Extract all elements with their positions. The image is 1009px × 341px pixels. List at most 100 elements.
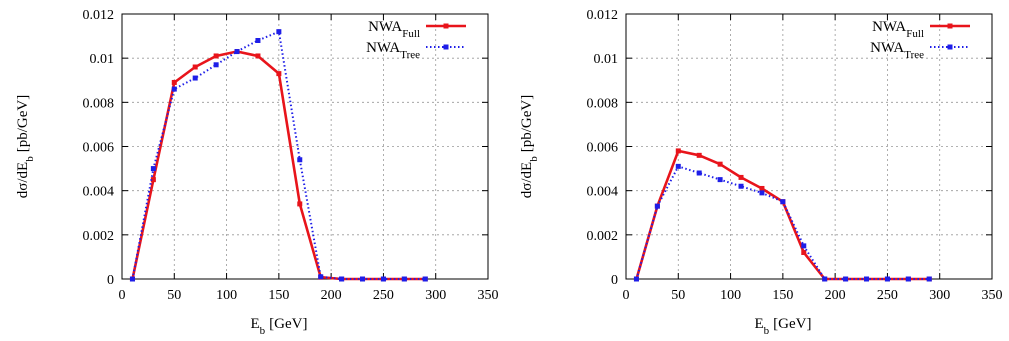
x-axis: 0 50 100 150 200 250 300 350	[623, 14, 1003, 303]
x-tick-label: 100	[216, 288, 237, 303]
x-tick-label: 300	[425, 288, 446, 303]
data-point	[192, 75, 198, 81]
data-point	[905, 276, 911, 282]
data-point	[297, 201, 303, 207]
x-tick-label: 250	[373, 288, 394, 303]
data-point	[213, 62, 219, 68]
y-tick-label: 0.004	[587, 185, 619, 200]
data-point	[801, 243, 807, 249]
x-axis-label: Eb [GeV]	[251, 316, 308, 337]
legend-label: NWAFull	[368, 19, 420, 40]
legend-marker	[947, 44, 953, 50]
y-tick-label: 0.008	[587, 96, 619, 111]
x-tick-label: 200	[321, 288, 342, 303]
x-tick-label: 150	[268, 288, 289, 303]
data-point	[276, 71, 282, 77]
x-tick-label: 50	[167, 288, 181, 303]
x-tick-label: 300	[929, 288, 950, 303]
data-point	[654, 203, 660, 209]
series-tree	[633, 163, 932, 282]
data-point	[255, 38, 261, 43]
grid	[626, 14, 992, 279]
data-point	[696, 170, 702, 176]
data-point	[801, 250, 807, 255]
y-tick-label: 0.002	[587, 229, 619, 244]
data-point	[675, 163, 681, 169]
x-tick-label: 200	[825, 288, 846, 303]
y-tick-label: 0.004	[83, 185, 115, 200]
y-tick-label: 0.006	[83, 141, 115, 156]
chart-left: 0 50 100 150 200 250 300 350 0 0.002 0.004 0.006 0.0…	[15, 8, 499, 337]
data-point	[150, 177, 156, 183]
series-tree	[129, 29, 428, 282]
data-point	[884, 276, 890, 282]
data-point	[822, 276, 828, 282]
y-tick-label: 0.012	[83, 8, 115, 23]
legend-label: NWATree	[870, 40, 924, 61]
x-tick-label: 350	[478, 288, 499, 303]
y-axis: 0 0.002 0.004 0.006 0.008 0.01 0.012	[83, 8, 488, 288]
data-point	[192, 64, 198, 70]
legend-marker	[443, 44, 449, 50]
data-point	[255, 53, 261, 59]
legend-marker	[947, 23, 953, 29]
legend-label: NWATree	[366, 40, 420, 61]
y-tick-label: 0.002	[83, 229, 115, 244]
y-axis-label: dσ/dEb[pb/GeV]	[15, 95, 36, 198]
y-tick-label: 0.01	[594, 52, 619, 67]
data-point	[717, 161, 723, 167]
grid	[122, 14, 488, 279]
y-tick-label: 0.008	[83, 96, 115, 111]
x-axis: 0 50 100 150 200 250 300 350	[119, 14, 499, 303]
data-point	[633, 276, 639, 282]
legend-label: NWAFull	[872, 19, 924, 40]
data-point	[171, 86, 177, 92]
data-point	[926, 276, 932, 282]
data-point	[738, 174, 744, 180]
x-tick-label: 0	[119, 288, 126, 303]
data-point	[780, 199, 786, 205]
data-point	[276, 29, 282, 35]
data-point	[717, 177, 723, 183]
x-tick-label: 250	[877, 288, 898, 303]
data-point	[360, 276, 366, 282]
data-point	[401, 276, 407, 282]
y-axis: 0 0.002 0.004 0.006 0.008 0.01 0.012	[587, 8, 992, 288]
data-point	[213, 53, 219, 59]
y-tick-label: 0	[611, 273, 618, 288]
data-point	[380, 276, 386, 282]
x-tick-label: 150	[772, 288, 793, 303]
data-point	[738, 183, 744, 189]
data-point	[675, 148, 681, 154]
y-tick-label: 0	[107, 273, 114, 288]
data-point	[759, 190, 765, 196]
x-axis-label: Eb [GeV]	[755, 316, 812, 337]
data-point	[129, 276, 135, 282]
data-point	[150, 166, 156, 172]
x-tick-label: 50	[671, 288, 685, 303]
chart-right: 0 50 100 150 200 250 300 350 0 0.002 0.004 0.006 0.0…	[519, 8, 1003, 337]
data-point	[339, 276, 345, 282]
y-tick-label: 0.006	[587, 141, 619, 156]
y-tick-label: 0.01	[90, 52, 115, 67]
data-point	[297, 157, 303, 163]
data-point	[318, 274, 324, 280]
x-tick-label: 0	[623, 288, 630, 303]
data-point	[759, 185, 765, 191]
chart-panel-left: 0 50 100 150 200 250 300 350 0 0.002 0.004 0.006 0.0…	[15, 8, 499, 337]
x-tick-label: 350	[982, 288, 1003, 303]
y-tick-label: 0.012	[587, 8, 619, 23]
data-point	[864, 276, 870, 282]
data-point	[422, 276, 428, 282]
data-point	[171, 79, 177, 85]
series-line	[635, 165, 930, 280]
y-axis-label: dσ/dEb[pb/GeV]	[519, 95, 540, 198]
data-point	[234, 49, 240, 55]
x-tick-label: 100	[720, 288, 741, 303]
legend-marker	[443, 23, 449, 29]
chart-panel-right: 0 50 100 150 200 250 300 350 0 0.002 0.004 0.006 0.0…	[504, 0, 1009, 341]
data-point	[843, 276, 849, 282]
data-point	[696, 152, 702, 158]
